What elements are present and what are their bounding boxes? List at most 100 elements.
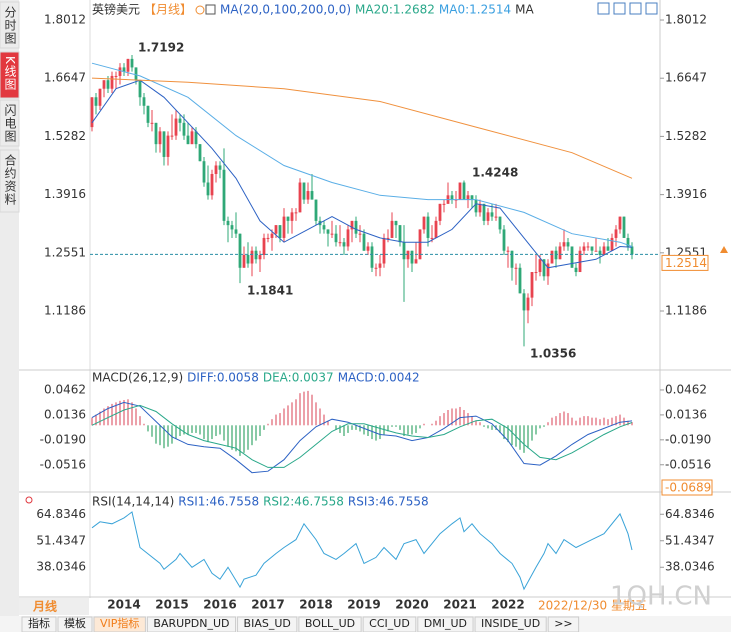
candle-body [450,195,454,200]
tab-label[interactable]: BIAS_UD [244,617,291,630]
y-tick-label: 0.0462 [44,382,86,396]
last-price-label: 1.2514 [665,256,707,270]
layout-icon[interactable] [645,2,658,15]
candle-body [142,97,146,106]
tab-label[interactable]: CCI_UD [369,617,410,630]
candle-body [358,233,362,235]
y-tick-label: 1.1186 [44,304,86,318]
tab-label[interactable]: 指标 [28,616,50,630]
y-tick-label: -0.0190 [665,432,711,446]
tab[interactable] [146,616,237,632]
x-tick-label: 2016 [203,598,236,612]
candle-body [222,169,226,221]
side-tab-label[interactable]: 合约资料 [3,153,17,206]
candle-body [534,272,538,274]
tab[interactable] [237,616,298,632]
candle-body [582,246,586,251]
extreme-label: 1.7192 [138,41,184,55]
legend-text: DEA:0.0037 [263,371,334,385]
y-tick-label: 1.1186 [665,304,707,318]
tab[interactable] [21,616,57,632]
candle-body [574,267,578,273]
candle-body [526,297,530,311]
x-tick-label: 2019 [347,598,380,612]
indicator-line [91,79,633,269]
crosshair-icon[interactable] [25,496,33,504]
y-tick-label: 1.6647 [665,71,707,85]
legend-text: RSI1:46.7558 [178,495,259,509]
y-tick-label: 1.8012 [665,13,707,27]
zoom-icon[interactable] [597,2,610,15]
legend-text: RSI(14,14,14) [92,495,174,509]
side-tab-label[interactable]: K线图 [3,56,17,91]
candle-body [542,259,546,277]
tab[interactable] [417,616,474,632]
range-label: -0.0689 [665,481,711,495]
candle-body [626,237,630,247]
price-arrow [720,246,728,253]
x-tick-label: 2017 [251,598,284,612]
candle-body [194,131,198,145]
candle-body [470,195,474,200]
side-tab[interactable] [0,51,20,99]
indicator-icon[interactable] [205,4,216,15]
layout-icon[interactable] [629,2,642,15]
candle-body [350,220,354,230]
tab-label[interactable]: INSIDE_UD [481,617,540,630]
candle-body [238,233,242,268]
zoom-icon[interactable] [613,2,626,15]
candle-body [594,250,598,252]
tab[interactable] [57,616,93,632]
y-tick-label: 1.8012 [44,13,86,27]
candle-body [406,250,410,260]
candle-body [630,246,634,255]
indicator-line [91,62,633,247]
side-tab[interactable] [0,99,20,147]
candle-body [150,122,154,124]
candle-body [114,75,118,77]
last-price-box [661,254,709,271]
tab-label[interactable]: DMI_UD [424,617,467,630]
candle-body [550,250,554,264]
side-tab-label[interactable]: 闪电图 [3,104,17,143]
tab-label[interactable]: VIP指标 [100,616,139,630]
legend-text: MACD(26,12,9) [92,371,183,385]
y-tick-label: 1.5282 [665,129,707,143]
add-icon[interactable] [195,5,205,15]
candle-body [310,191,314,200]
tab-label[interactable]: 模板 [64,616,86,630]
tab[interactable] [298,616,362,632]
side-tab[interactable] [0,149,20,213]
x-tick-label: 2020 [395,598,428,612]
candle-body [390,220,394,238]
legend-text: RSI2:46.7558 [263,495,344,509]
tab-label[interactable]: >> [554,617,572,630]
candle-body [306,191,310,200]
candle-body [438,203,442,221]
tab[interactable] [93,616,146,632]
candle-body [338,242,342,244]
candle-body [614,229,618,238]
candle-body [214,165,218,174]
period-box [19,598,89,615]
tab[interactable] [547,616,580,632]
tab-label[interactable]: BARUPDN_UD [153,617,229,630]
side-tab[interactable] [0,1,20,49]
candle-body [274,225,278,234]
candle-body [234,229,238,234]
candle-body [170,135,174,137]
candle-body [314,199,318,221]
toolbar-icons [597,2,658,15]
candle-body [546,263,550,277]
x-tick-label: 2018 [299,598,332,612]
candle-body [578,250,582,273]
candle-body [250,250,254,264]
tab[interactable] [474,616,547,632]
y-tick-label: 1.2551 [44,245,86,259]
side-tab-label[interactable]: 分时图 [3,6,17,45]
tab[interactable] [362,616,417,632]
candle-body [490,212,494,217]
tab-label[interactable]: BOLL_UD [305,617,355,630]
legend-text: MA20:1.2682 [355,3,435,17]
